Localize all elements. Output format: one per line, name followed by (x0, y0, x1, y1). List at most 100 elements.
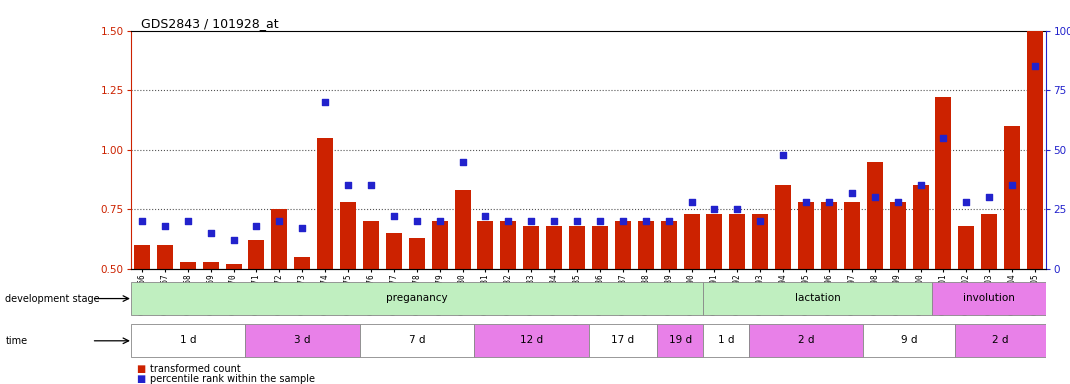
Bar (954, 324, 1046, 357)
Bar (913, 185, 929, 269)
Point (431, 218, 448, 224)
Point (867, 194, 884, 200)
Bar (867, 162, 883, 269)
Point (912, 182, 929, 189)
Point (706, 206, 723, 212)
Bar (1027, 7, 1043, 269)
Bar (821, 202, 837, 269)
Bar (703, 282, 932, 315)
Point (683, 199, 700, 205)
Point (775, 151, 792, 157)
Bar (730, 214, 746, 269)
Point (363, 182, 380, 189)
Point (523, 218, 540, 224)
Point (821, 199, 838, 205)
Bar (477, 221, 493, 269)
Bar (775, 185, 791, 269)
Bar (706, 214, 722, 269)
Bar (131, 282, 703, 315)
Point (935, 135, 952, 141)
Text: percentile rank within the sample: percentile rank within the sample (150, 374, 315, 384)
Point (454, 159, 471, 165)
Point (134, 218, 151, 224)
Text: 1 d: 1 d (180, 335, 196, 345)
Point (546, 218, 563, 224)
Point (317, 99, 334, 105)
Point (225, 237, 242, 243)
Bar (660, 221, 676, 269)
Text: GDS2843 / 101928_at: GDS2843 / 101928_at (141, 17, 279, 30)
Text: development stage: development stage (5, 294, 100, 304)
Bar (340, 202, 356, 269)
Text: 12 d: 12 d (520, 335, 542, 345)
Bar (248, 240, 264, 269)
Point (752, 218, 769, 224)
Text: involution: involution (963, 293, 1015, 303)
Bar (202, 262, 218, 269)
Point (958, 199, 975, 205)
Point (500, 218, 517, 224)
Text: preganancy: preganancy (386, 293, 447, 303)
Point (156, 223, 173, 229)
Text: lactation: lactation (795, 293, 840, 303)
Bar (409, 238, 425, 269)
Bar (455, 190, 471, 269)
Point (843, 190, 860, 196)
Bar (157, 245, 173, 269)
Bar (245, 324, 360, 357)
Point (202, 230, 219, 236)
Point (660, 218, 677, 224)
Text: 2 d: 2 d (992, 335, 1009, 345)
Point (1004, 182, 1021, 189)
Bar (592, 226, 608, 269)
Point (271, 218, 288, 224)
Bar (932, 282, 1046, 315)
Bar (386, 233, 402, 269)
Bar (546, 226, 562, 269)
Bar (798, 202, 814, 269)
Bar (703, 324, 749, 357)
Bar (889, 202, 905, 269)
Bar (863, 324, 954, 357)
Bar (1004, 126, 1020, 269)
Text: transformed count: transformed count (150, 364, 241, 374)
Point (981, 194, 998, 200)
Text: 2 d: 2 d (798, 335, 814, 345)
Text: 9 d: 9 d (901, 335, 917, 345)
Text: 1 d: 1 d (718, 335, 734, 345)
Text: time: time (5, 336, 28, 346)
Bar (638, 221, 654, 269)
Bar (523, 226, 539, 269)
Point (797, 199, 814, 205)
Bar (363, 221, 379, 269)
Bar (615, 221, 631, 269)
Text: 17 d: 17 d (611, 335, 635, 345)
Bar (981, 214, 997, 269)
Point (1026, 63, 1043, 70)
Bar (431, 221, 447, 269)
Bar (752, 214, 768, 269)
Bar (272, 209, 288, 269)
Point (614, 218, 631, 224)
Text: ■: ■ (136, 374, 146, 384)
Bar (588, 324, 657, 357)
Point (729, 206, 746, 212)
Point (409, 218, 426, 224)
Bar (749, 324, 863, 357)
Point (293, 225, 311, 232)
Bar (131, 324, 245, 357)
Bar (657, 324, 703, 357)
Point (889, 199, 906, 205)
Bar (844, 202, 860, 269)
Bar (474, 324, 588, 357)
Bar (226, 264, 242, 269)
Text: 7 d: 7 d (409, 335, 425, 345)
Point (180, 218, 197, 224)
Point (248, 223, 265, 229)
Bar (134, 245, 150, 269)
Point (592, 218, 609, 224)
Point (638, 218, 655, 224)
Bar (360, 324, 474, 357)
Bar (180, 262, 196, 269)
Bar (501, 221, 517, 269)
